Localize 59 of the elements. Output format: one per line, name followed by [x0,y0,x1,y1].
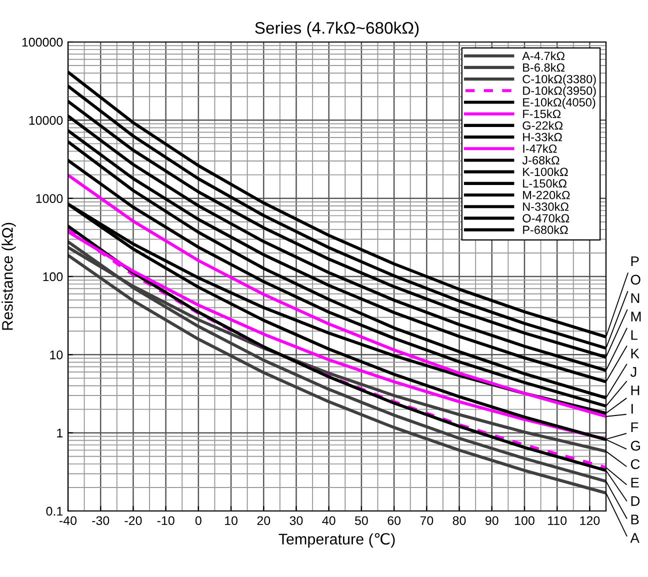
x-tick-label: -20 [124,516,142,526]
text: A [630,533,640,543]
x-tick-label: -30 [92,516,110,526]
x-tick-label: 70 [420,516,434,526]
x-tick-label: -10 [157,516,174,526]
x-tick-label: 30 [290,516,303,526]
x-tick-label: -40 [60,516,77,526]
text: B [631,514,639,524]
y-tick-label: 10 [50,350,63,360]
legend-label: L-150kΩ [523,178,567,188]
legend-label: C-10kΩ(3380) [522,74,596,86]
legend-label: O-470kΩ [522,214,570,222]
text: F [631,422,638,432]
x-tick-label: 20 [257,516,270,526]
x-tick-label: 40 [322,516,336,526]
y-tick-label: 1000 [36,194,63,203]
y-tick-label: 100 [43,272,63,282]
legend-label: N-330kΩ [523,202,568,211]
x-tick-label: 0 [195,516,202,526]
x-tick-label: 60 [388,516,401,526]
x-tick-label: 50 [355,516,368,526]
x-tick-label: 110 [548,516,567,526]
text: D [631,496,640,506]
text: H [631,386,640,396]
text: M [631,312,641,322]
legend-label: E-10kΩ(4050) [523,98,596,109]
legend-label: K-100kΩ [523,167,568,176]
y-tick-label: 10000 [29,116,63,125]
legend-label: J-68kΩ [522,156,560,164]
legend-label: A-4.7kΩ [522,51,565,60]
text: J [630,367,636,377]
legend-label: M-220kΩ [523,190,570,200]
x-axis-title: Temperature (℃) [278,533,395,548]
text: E [631,478,639,488]
y-axis-title: Resistance (kΩ) [2,222,16,330]
y-tick-label: 0.1 [46,506,63,516]
x-tick-label: 90 [486,516,498,526]
x-tick-label: 10 [225,516,238,526]
text: I [631,404,633,414]
legend-label: D-10kΩ(3950) [523,86,596,98]
text: L [631,330,638,340]
legend-label: F-15kΩ [523,109,561,118]
y-tick-label: 100000 [22,38,63,47]
legend-label: B-6.8kΩ [523,63,565,72]
text: N [631,293,640,303]
chart-title: Series (4.7kΩ~680kΩ) [255,22,419,38]
legend-label: P-680kΩ [523,225,568,234]
x-tick-label: 120 [580,516,600,526]
x-tick-label: 80 [452,516,466,526]
legend-label: I-47kΩ [523,144,557,153]
y-tick-label: 1 [57,428,63,438]
text: G [630,440,640,451]
text: P [631,256,639,266]
text: K [631,348,640,358]
x-tick-label: 100 [515,516,534,526]
text: O [630,274,640,285]
text: C [630,459,640,470]
legend-label: H-33kΩ [523,132,562,142]
legend-label: G-22kΩ [522,121,563,130]
